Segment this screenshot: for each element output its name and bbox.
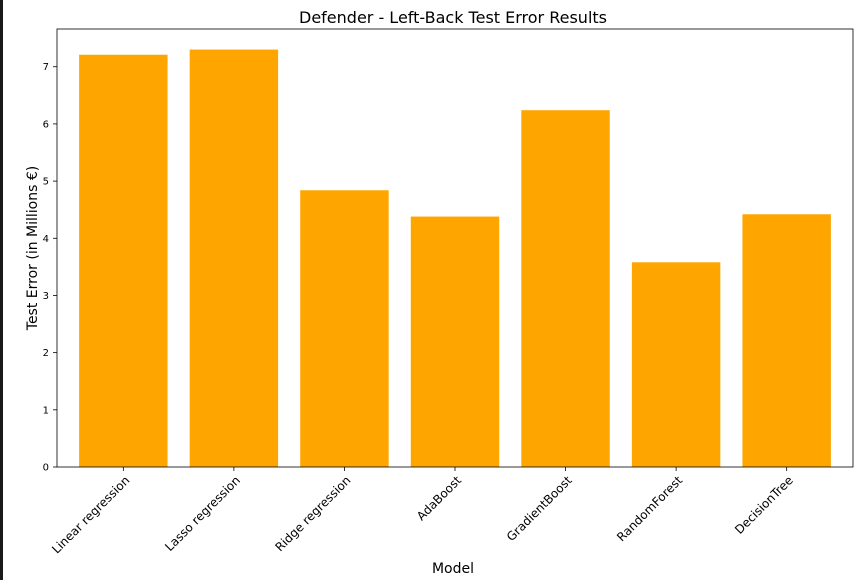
y-tick-label: 0 [43,463,49,474]
y-tick-label: 1 [43,405,49,416]
bar-decisiontree [742,214,831,467]
y-axis-label: Test Error (in Millions €) [25,166,41,331]
y-tick-label: 7 [43,62,49,73]
plot-frame [56,28,854,468]
x-tick-label: RandomForest [614,473,685,544]
bar-ridge-regression [300,190,389,467]
y-tick-label: 6 [43,119,49,130]
x-tick-label: AdaBoost [414,473,464,523]
x-tick-label: Linear regression [49,473,132,556]
y-tick-label: 5 [43,177,49,188]
y-axis: 0 1 2 3 4 5 6 7 [43,62,57,474]
x-axis-label: Model [432,561,474,577]
x-tick-label: DecisionTree [732,473,796,537]
x-tick-label: GradientBoost [504,473,575,544]
bar-linear-regression [79,54,168,467]
x-tick-label: Lasso regression [162,473,243,554]
window-left-edge [0,0,3,580]
x-tick-label: Ridge regression [273,473,354,554]
y-tick-label: 4 [43,234,49,245]
bars-layer [79,49,831,467]
bar-lasso-regression [189,49,279,467]
bar-adaboost [410,216,500,467]
y-tick-label: 2 [43,348,49,359]
bar-gradientboost [521,110,610,467]
x-axis: Linear regression Lasso regression Ridge r… [49,467,796,556]
y-tick-label: 3 [43,291,49,302]
chart-title: Defender - Left-Back Test Error Results [299,8,607,27]
bar-randomforest [631,262,721,467]
